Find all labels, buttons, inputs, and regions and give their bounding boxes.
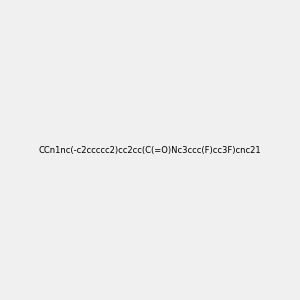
Text: CCn1nc(-c2ccccc2)cc2cc(C(=O)Nc3ccc(F)cc3F)cnc21: CCn1nc(-c2ccccc2)cc2cc(C(=O)Nc3ccc(F)cc3… bbox=[39, 146, 261, 154]
